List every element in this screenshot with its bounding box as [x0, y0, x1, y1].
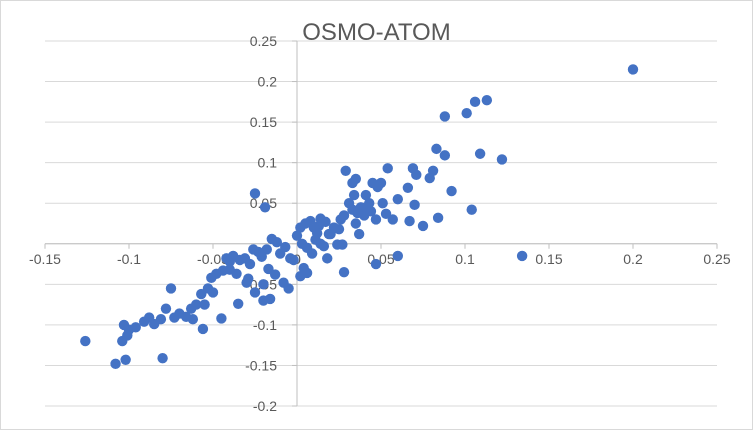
- data-point: [259, 202, 271, 213]
- data-point: [264, 293, 276, 305]
- y-tick-label: -0.2: [253, 398, 277, 414]
- gridlines: [45, 40, 717, 407]
- x-tick-label: -0.1: [117, 251, 141, 267]
- data-point: [387, 214, 398, 225]
- data-point: [295, 271, 306, 282]
- data-point: [439, 111, 451, 122]
- data-point: [392, 193, 403, 205]
- data-point: [322, 253, 333, 264]
- data-point: [311, 228, 323, 239]
- x-tick-label: 0.2: [623, 251, 643, 267]
- data-point: [249, 287, 261, 298]
- data-point: [216, 313, 227, 324]
- data-point: [160, 303, 172, 314]
- data-point: [118, 319, 130, 331]
- data-point: [461, 107, 472, 119]
- data-point: [348, 189, 360, 201]
- data-point: [382, 163, 393, 174]
- data-point: [291, 230, 303, 241]
- data-point: [117, 335, 128, 347]
- data-point: [474, 148, 486, 159]
- data-point: [283, 283, 294, 294]
- x-tick-label: -0.15: [29, 251, 61, 267]
- data-point: [347, 177, 358, 189]
- data-point: [340, 165, 351, 176]
- data-point: [285, 253, 296, 264]
- data-point: [269, 269, 281, 280]
- data-point: [80, 335, 91, 347]
- data-point: [258, 279, 269, 290]
- data-point: [370, 214, 382, 225]
- data-point: [353, 228, 365, 240]
- y-tick-label: -0.15: [245, 357, 277, 373]
- data-point: [275, 248, 286, 259]
- data-point: [431, 143, 442, 155]
- data-point: [185, 303, 197, 314]
- tick-labels: -0.15-0.1-0.0500.050.10.150.20.250.250.2…: [29, 33, 731, 414]
- data-point: [367, 177, 378, 189]
- data-point: [306, 248, 318, 259]
- data-point: [241, 277, 252, 288]
- data-point: [248, 244, 259, 255]
- data-point: [157, 352, 168, 364]
- data-point: [402, 182, 414, 194]
- data-point: [328, 222, 340, 233]
- x-tick-label: 0.25: [703, 251, 730, 267]
- data-point: [469, 96, 481, 108]
- data-point: [187, 314, 199, 325]
- data-point: [409, 199, 420, 211]
- data-point: [199, 299, 210, 310]
- data-point: [165, 283, 177, 294]
- x-tick-label: 0.15: [535, 251, 562, 267]
- data-point: [138, 316, 150, 327]
- data-point: [318, 241, 330, 252]
- data-point: [411, 169, 422, 181]
- data-point: [404, 215, 415, 227]
- data-point: [266, 233, 277, 245]
- data-point: [206, 272, 217, 284]
- y-tick-label: -0.1: [253, 317, 277, 333]
- data-point: [350, 218, 361, 229]
- x-tick-label: -0.05: [197, 251, 229, 267]
- data-point: [337, 239, 348, 250]
- data-point: [370, 258, 382, 270]
- data-point: [227, 250, 239, 262]
- data-point: [481, 95, 493, 106]
- data-point: [110, 358, 121, 370]
- data-point: [169, 312, 180, 323]
- axes: [44, 40, 718, 407]
- data-point: [439, 150, 451, 161]
- data-point: [261, 244, 272, 255]
- data-point: [377, 198, 388, 209]
- y-tick-label: 0.1: [258, 155, 278, 171]
- data-point: [202, 283, 214, 294]
- data-point: [516, 250, 528, 262]
- data-point: [466, 204, 477, 215]
- data-point: [197, 323, 209, 335]
- data-point: [424, 172, 435, 184]
- data-point: [417, 220, 429, 232]
- data-point: [338, 266, 350, 278]
- data-point: [627, 64, 639, 75]
- data-point: [446, 185, 457, 197]
- data-point: [392, 250, 403, 262]
- data-point: [496, 154, 508, 165]
- data-point: [432, 212, 444, 224]
- y-tick-label: 0.25: [250, 33, 277, 49]
- data-points: [80, 64, 639, 370]
- data-point: [360, 202, 372, 213]
- data-point: [233, 298, 244, 309]
- y-tick-label: 0.15: [250, 114, 277, 130]
- data-point: [249, 188, 261, 199]
- data-point: [224, 264, 235, 275]
- data-point: [347, 204, 358, 215]
- data-point: [335, 214, 346, 225]
- y-tick-label: 0.2: [258, 74, 278, 90]
- data-point: [120, 354, 131, 365]
- data-point: [360, 189, 372, 201]
- x-tick-label: 0.1: [455, 251, 475, 267]
- data-point: [295, 222, 306, 233]
